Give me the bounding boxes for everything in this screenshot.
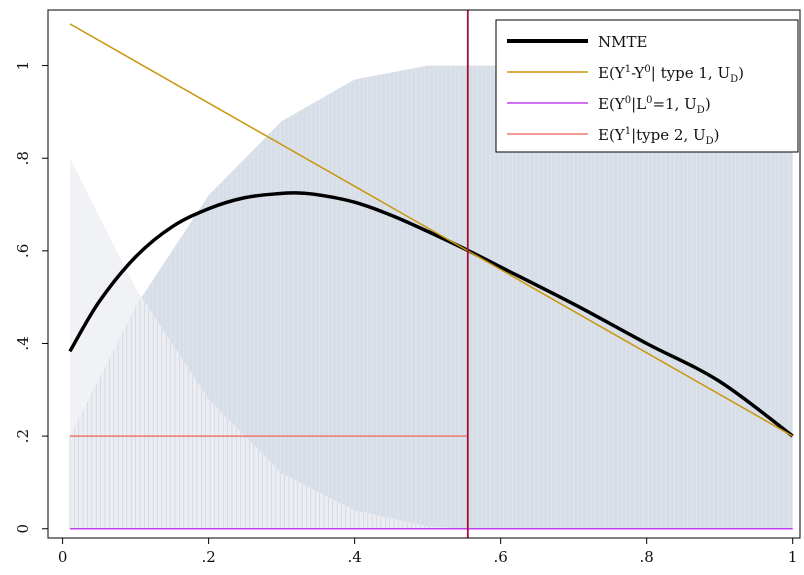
legend-label-type2: E(Y1|type 2, UD) [598, 126, 720, 147]
y-tick-label: 0 [14, 524, 32, 534]
shaded-area-1 [69, 65, 793, 529]
y-tick-label: .4 [14, 336, 32, 350]
series-line-1 [68, 191, 794, 438]
y-tick-label: .6 [14, 244, 32, 258]
x-tick-label: 1 [788, 548, 798, 566]
x-tick-label: .6 [494, 548, 508, 566]
y-tick-label: 1 [14, 61, 32, 71]
legend-label-y0: E(Y0|L0=1, UD) [598, 95, 711, 116]
x-tick-label: 0 [58, 548, 68, 566]
y-tick-label: .8 [14, 151, 32, 165]
legend: NMTE E(Y1-Y0| type 1, UD) E(Y0|L0=1, UD)… [495, 19, 799, 153]
y-tick-label: .2 [14, 429, 32, 443]
x-tick-label: .4 [347, 548, 361, 566]
legend-label-type1: E(Y1-Y0| type 1, UD) [598, 64, 744, 85]
x-tick-label: .2 [201, 548, 215, 566]
series-line-2 [69, 23, 794, 437]
x-tick-label: .8 [640, 548, 654, 566]
legend-label-nmte: NMTE [598, 33, 647, 51]
plot-frame [47, 9, 801, 539]
